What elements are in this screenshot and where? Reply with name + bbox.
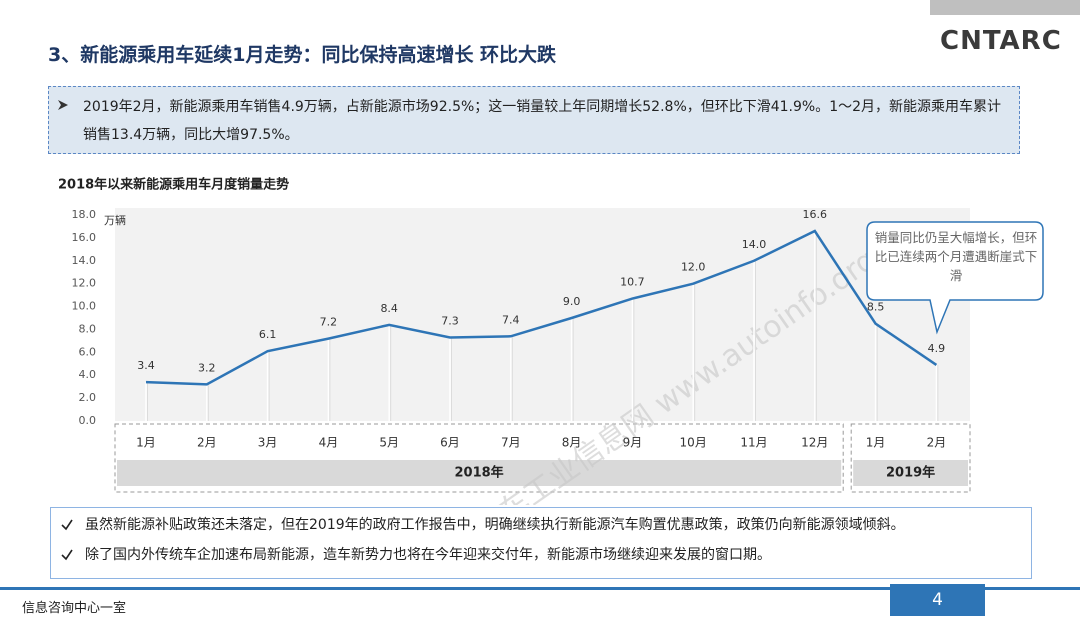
x-tick-label: 3月: [258, 436, 278, 450]
bullet-box: 虽然新能源补贴政策还未落定，但在2019年的政府工作报告中，明确继续执行新能源汽…: [50, 507, 1032, 579]
y-tick-label: 16.0: [72, 231, 97, 244]
x-tick-label: 6月: [440, 436, 460, 450]
check: [61, 519, 73, 531]
x-tick-label: 9月: [623, 436, 643, 450]
summary-text: 2019年2月，新能源乘用车销售4.9万辆，占新能源市场92.5%；这一销量较上…: [83, 99, 1002, 143]
callout-box: 销量同比仍呈大幅增长，但环比已连续两个月遭遇断崖式下滑: [874, 230, 1038, 283]
x-tick-label: 1月: [866, 436, 886, 450]
data-label: 16.6: [803, 208, 828, 221]
data-label: 7.4: [502, 313, 520, 326]
bullet-text: 虽然新能源补贴政策还未落定，但在2019年的政府工作报告中，明确继续执行新能源汽…: [85, 517, 905, 533]
logo: CNTARC: [940, 26, 1062, 56]
footer-text: 信息咨询中心一室: [22, 601, 127, 616]
y-tick-label: 6.0: [79, 345, 97, 358]
y-tick-label: 2.0: [79, 391, 97, 404]
y-tick-label: 8.0: [79, 322, 97, 335]
data-label: 12.0: [681, 261, 706, 274]
bullet-text: 除了国内外传统车企加速布局新能源，造车新势力也将在今年迎来交付年，新能源市场继续…: [85, 547, 771, 563]
y-tick-label: 10.0: [72, 300, 97, 313]
plot-background: [115, 208, 970, 421]
x-tick-label: 12月: [801, 436, 828, 450]
footer-line: [0, 587, 1080, 590]
data-label: 8.5: [867, 301, 885, 314]
callout-text: 销量同比仍呈大幅增长，但环比已连续两个月遭遇断崖式下滑: [874, 230, 1038, 283]
corner-bar: [930, 0, 1080, 15]
y-tick-label: 14.0: [72, 254, 97, 267]
data-label: 7.3: [441, 314, 459, 327]
y-tick-label: 12.0: [72, 277, 97, 290]
slide-title: 3、新能源乘用车延续1月走势：同比保持高速增长 环比大跌: [48, 44, 557, 66]
y-tick-label: 18.0: [72, 208, 97, 221]
y-tick-label: 4.0: [79, 368, 97, 381]
group-box: [850, 423, 971, 493]
series-line: [145, 229, 938, 386]
x-tick-label: 7月: [501, 436, 521, 450]
x-tick-label: 8月: [562, 436, 582, 450]
summary-box: 2019年2月，新能源乘用车销售4.9万辆，占新能源市场92.5%；这一销量较上…: [48, 86, 1020, 154]
x-tick-label: 11月: [740, 436, 767, 450]
x-tick-label: 2月: [927, 436, 947, 450]
x-tick-label: 10月: [680, 436, 707, 450]
y-tick-label: 0.0: [79, 414, 97, 427]
callout: [866, 221, 1044, 335]
group-label-bg: [117, 460, 842, 486]
check: [61, 549, 73, 561]
data-label: 3.4: [137, 359, 155, 372]
data-label: 3.2: [198, 361, 216, 374]
group-label: 2018年: [455, 465, 504, 481]
data-label: 9.0: [563, 295, 581, 308]
x-tick-label: 4月: [319, 436, 339, 450]
group-label-bg: [853, 460, 968, 486]
chart-title: 2018年以来新能源乘用车月度销量走势: [58, 177, 289, 193]
page-number: 4: [890, 584, 985, 616]
x-tick-label: 5月: [379, 436, 399, 450]
group-label: 2019年: [886, 465, 935, 481]
group-box: [114, 423, 844, 493]
x-tick-label: 1月: [136, 436, 156, 450]
data-label: 8.4: [380, 302, 398, 315]
data-label: 7.2: [320, 316, 338, 329]
y-unit: 万辆: [104, 213, 126, 227]
data-label: 6.1: [259, 328, 277, 341]
data-label: 10.7: [620, 276, 645, 289]
x-tick-label: 2月: [197, 436, 217, 450]
arrow-bullet: [58, 100, 68, 110]
data-label: 4.9: [928, 342, 946, 355]
data-label: 14.0: [742, 238, 767, 251]
